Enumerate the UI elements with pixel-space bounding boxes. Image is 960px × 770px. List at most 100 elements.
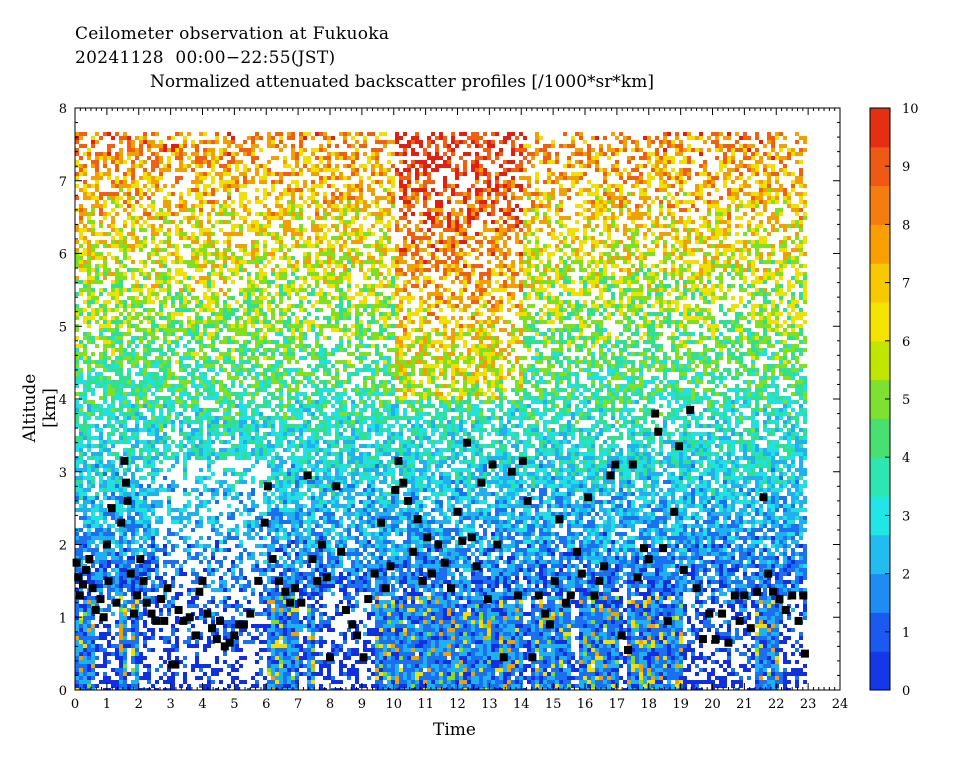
heat-cell <box>279 236 283 240</box>
heat-cell <box>279 344 283 348</box>
heat-cell <box>299 348 303 352</box>
heat-cell <box>259 388 263 392</box>
heat-cell <box>87 228 91 232</box>
heat-cell <box>79 256 83 260</box>
heat-cell <box>251 592 255 596</box>
heat-cell <box>239 324 243 328</box>
heat-cell <box>195 264 199 268</box>
heat-cell <box>227 448 231 452</box>
heat-cell <box>207 240 211 244</box>
heat-cell <box>179 324 183 328</box>
heat-cell <box>303 592 307 596</box>
heat-cell <box>303 336 307 340</box>
heat-cell <box>187 452 191 456</box>
heat-cell <box>111 200 115 204</box>
heat-cell <box>119 332 123 336</box>
heat-cell <box>167 652 171 656</box>
heat-cell <box>119 584 123 588</box>
heat-cell <box>119 364 123 368</box>
heat-cell <box>291 172 295 176</box>
heat-cell <box>155 452 159 456</box>
heat-cell <box>283 220 287 224</box>
heat-cell <box>119 320 123 324</box>
heat-cell <box>151 632 155 636</box>
heat-cell <box>227 288 231 292</box>
heat-cell <box>239 412 243 416</box>
heat-cell <box>207 636 211 640</box>
heat-cell <box>299 224 303 228</box>
heat-cell <box>275 332 279 336</box>
heat-cell <box>91 336 95 340</box>
heat-cell <box>275 516 279 520</box>
heat-cell <box>307 408 311 412</box>
heat-cell <box>227 240 231 244</box>
heat-cell <box>167 468 171 472</box>
heat-cell <box>163 332 167 336</box>
heat-cell <box>267 660 271 664</box>
heat-cell <box>231 176 235 180</box>
heat-cell <box>303 428 307 432</box>
heat-cell <box>311 264 315 268</box>
heat-cell <box>99 480 103 484</box>
heat-cell <box>79 676 83 680</box>
heat-cell <box>211 496 215 500</box>
heat-cell <box>79 640 83 644</box>
heat-cell <box>299 620 303 624</box>
heat-cell <box>223 264 227 268</box>
heat-cell <box>239 512 243 516</box>
heat-cell <box>235 480 239 484</box>
heat-cell <box>231 272 235 276</box>
heat-cell <box>291 612 295 616</box>
heat-cell <box>155 212 159 216</box>
heat-cell <box>159 408 163 412</box>
heat-cell <box>195 252 199 256</box>
heat-cell <box>211 296 215 300</box>
heat-cell <box>307 656 311 660</box>
heat-cell <box>167 656 171 660</box>
heat-cell <box>119 540 123 544</box>
heat-cell <box>303 280 307 284</box>
heat-cell <box>235 532 239 536</box>
heat-cell <box>79 392 83 396</box>
heat-cell <box>251 392 255 396</box>
heat-cell <box>219 328 223 332</box>
heat-cell <box>83 444 87 448</box>
heat-cell <box>287 248 291 252</box>
heat-cell <box>83 600 87 604</box>
heat-cell <box>215 548 219 552</box>
heat-cell <box>275 240 279 244</box>
heat-cell <box>239 332 243 336</box>
heat-cell <box>263 232 267 236</box>
heat-cell <box>303 492 307 496</box>
heat-cell <box>111 296 115 300</box>
heat-cell <box>231 648 235 652</box>
heat-cell <box>255 272 259 276</box>
heat-cell <box>203 292 207 296</box>
heat-cell <box>195 556 199 560</box>
heat-cell <box>259 600 263 604</box>
heat-cell <box>135 564 139 568</box>
heat-cell <box>307 196 311 200</box>
heat-cell <box>291 548 295 552</box>
heat-cell <box>175 292 179 296</box>
heat-cell <box>255 612 259 616</box>
heat-cell <box>115 648 119 652</box>
heat-cell <box>251 136 255 140</box>
heat-cell <box>287 432 291 436</box>
heat-cell <box>115 632 119 636</box>
heat-cell <box>267 212 271 216</box>
heat-cell <box>127 368 131 372</box>
heat-cell <box>299 212 303 216</box>
heat-cell <box>147 156 151 160</box>
heat-cell <box>199 520 203 524</box>
heat-cell <box>99 352 103 356</box>
heat-cell <box>131 316 135 320</box>
heat-cell <box>211 420 215 424</box>
heat-cell <box>239 428 243 432</box>
heat-cell <box>311 196 315 200</box>
heat-cell <box>207 448 211 452</box>
heat-cell <box>267 432 271 436</box>
heat-cell <box>127 188 131 192</box>
heat-cell <box>99 680 103 684</box>
heat-cell <box>143 644 147 648</box>
